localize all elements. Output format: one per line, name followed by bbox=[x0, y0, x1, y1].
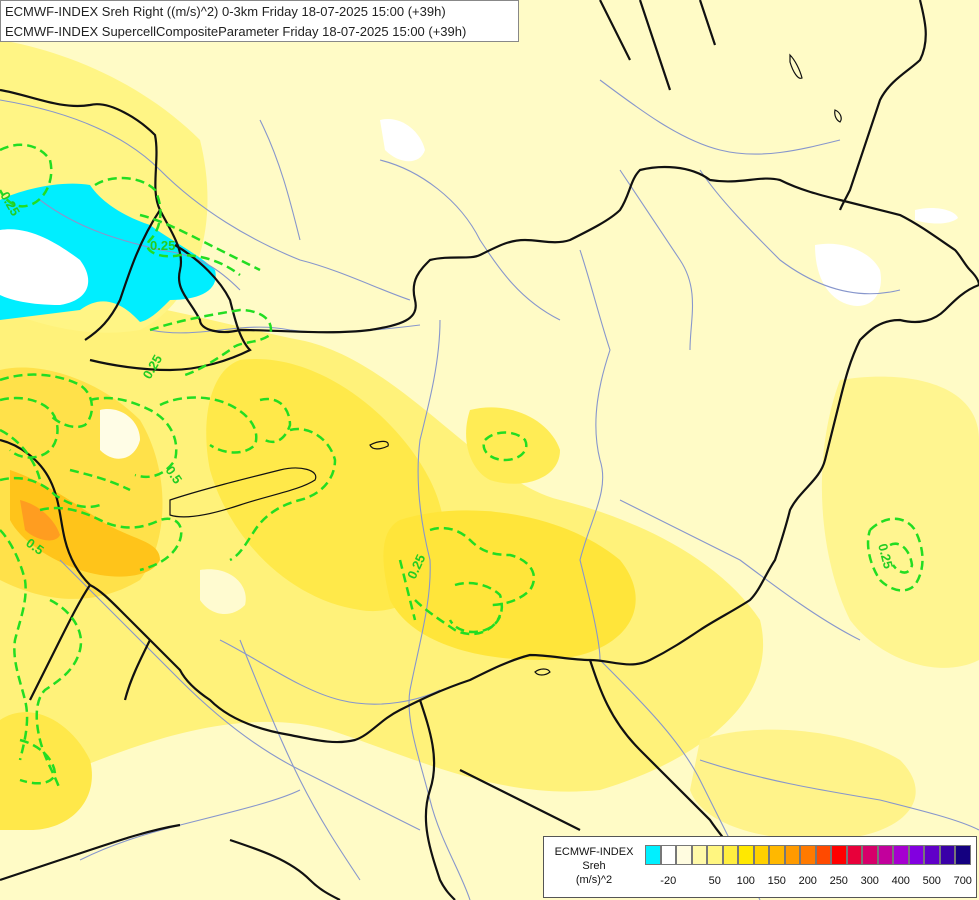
legend-tick-label: 250 bbox=[829, 875, 848, 887]
contour-label: 0.25 bbox=[150, 238, 175, 253]
legend-variable: Sreh bbox=[582, 860, 606, 872]
legend-swatch bbox=[645, 845, 661, 865]
sreh-field-zone bbox=[380, 119, 425, 162]
legend-title: ECMWF-INDEX Sreh (m/s)^2 bbox=[546, 845, 642, 887]
legend-swatch bbox=[800, 845, 816, 865]
sreh-field-zone bbox=[821, 376, 979, 668]
sreh-field-zone bbox=[383, 510, 636, 660]
legend-swatch bbox=[955, 845, 971, 865]
legend-tick-label: 100 bbox=[736, 875, 755, 887]
legend-tick-label: 400 bbox=[891, 875, 910, 887]
legend-tick-label: 150 bbox=[767, 875, 786, 887]
sreh-field-zone bbox=[690, 729, 916, 840]
legend-swatch bbox=[676, 845, 692, 865]
legend-swatch bbox=[738, 845, 754, 865]
sreh-negative-area bbox=[0, 229, 89, 305]
legend-tick-labels: -20 50 100 150 200 250 300 400 500 700 bbox=[645, 875, 972, 891]
rivers bbox=[0, 79, 979, 900]
legend-swatch bbox=[862, 845, 878, 865]
legend-swatch bbox=[769, 845, 785, 865]
legend-tick-label: 50 bbox=[708, 875, 721, 887]
legend-color-scale bbox=[645, 845, 971, 865]
legend-swatch bbox=[893, 845, 909, 865]
legend-unit: (m/s)^2 bbox=[575, 874, 613, 886]
sreh-field-zone bbox=[100, 409, 140, 459]
sreh-field-zone bbox=[466, 407, 560, 484]
sreh-field-zone bbox=[20, 500, 60, 541]
legend-swatch bbox=[660, 845, 676, 865]
legend-swatch bbox=[691, 845, 707, 865]
legend-swatch bbox=[877, 845, 893, 865]
legend-source: ECMWF-INDEX bbox=[554, 846, 634, 858]
legend-tick-label: -20 bbox=[660, 875, 677, 887]
sreh-field-zone bbox=[10, 470, 160, 577]
legend-swatch bbox=[924, 845, 940, 865]
map-title-line-2: ECMWF-INDEX SupercellCompositeParameter … bbox=[5, 24, 467, 39]
legend-tick-label: 700 bbox=[953, 875, 972, 887]
scp-contours bbox=[0, 143, 924, 791]
legend-swatch bbox=[908, 845, 924, 865]
legend-swatch bbox=[753, 845, 769, 865]
legend-swatch bbox=[815, 845, 831, 865]
legend-tick-label: 500 bbox=[922, 875, 941, 887]
map-title-line-1: ECMWF-INDEX Sreh Right ((m/s)^2) 0-3km F… bbox=[5, 4, 446, 19]
contour-label: 0.25 bbox=[875, 542, 896, 570]
color-legend: ECMWF-INDEX Sreh (m/s)^2 -20 50 100 150 200 2… bbox=[543, 836, 977, 898]
legend-swatch bbox=[722, 845, 738, 865]
lakes bbox=[169, 53, 842, 676]
legend-tick-label: 300 bbox=[860, 875, 879, 887]
legend-swatch bbox=[846, 845, 862, 865]
legend-swatch bbox=[707, 845, 723, 865]
legend-tick-label: 200 bbox=[798, 875, 817, 887]
legend-swatch bbox=[939, 845, 955, 865]
legend-swatch bbox=[784, 845, 800, 865]
sreh-field-zone bbox=[915, 207, 958, 224]
map-title-box: ECMWF-INDEX Sreh Right ((m/s)^2) 0-3km F… bbox=[0, 0, 519, 42]
sreh-field-zone bbox=[815, 243, 881, 306]
sreh-field-zone bbox=[200, 569, 246, 615]
legend-swatch bbox=[831, 845, 847, 865]
